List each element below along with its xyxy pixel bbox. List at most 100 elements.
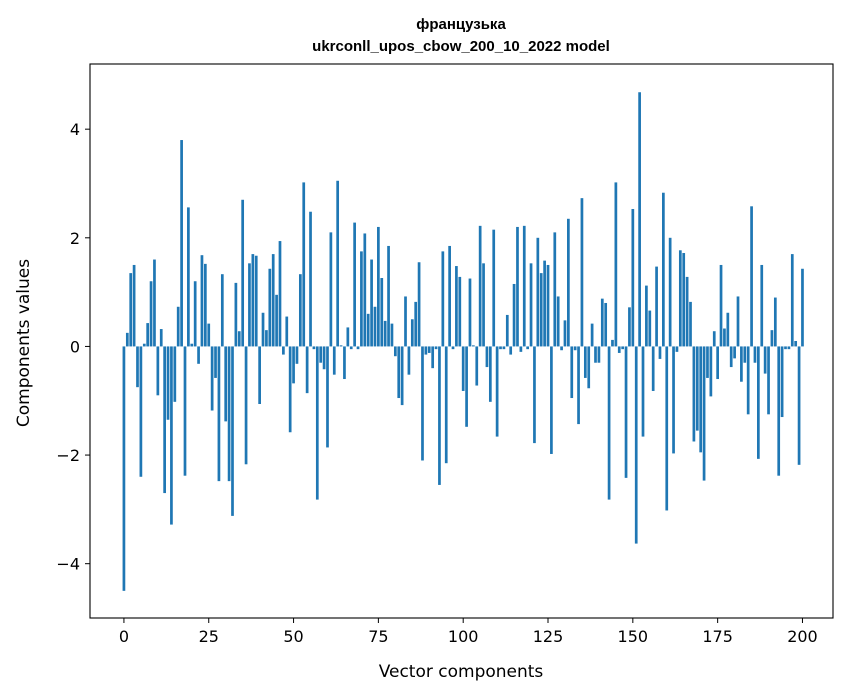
bar [414, 301, 418, 347]
bars-group [122, 92, 804, 591]
bar [485, 346, 489, 368]
bar [156, 346, 160, 396]
bar [153, 259, 156, 347]
bar [505, 314, 509, 347]
bar [363, 233, 367, 347]
bar [349, 346, 353, 350]
bar [248, 263, 251, 347]
bar [377, 226, 380, 347]
bar [750, 206, 753, 347]
bar [427, 346, 431, 353]
bar [665, 346, 669, 511]
bar [407, 346, 411, 375]
bar [624, 346, 628, 478]
bar [322, 346, 326, 370]
bar [767, 346, 770, 415]
bar [387, 245, 390, 347]
bar [726, 312, 730, 347]
bar [702, 346, 706, 481]
bar [305, 346, 309, 394]
bar [326, 346, 329, 448]
bar [567, 218, 570, 347]
bar [587, 346, 591, 389]
bar [448, 245, 451, 347]
bar [125, 332, 129, 347]
bar [736, 296, 740, 347]
bar [380, 278, 384, 347]
bar [695, 346, 699, 431]
bar [451, 346, 455, 350]
bar [404, 296, 407, 347]
bar [292, 346, 295, 384]
bar [760, 264, 764, 347]
bar [699, 346, 703, 453]
bar [553, 232, 557, 347]
bar [360, 251, 363, 347]
bar [417, 262, 421, 347]
bar [410, 319, 414, 347]
bar [441, 251, 445, 347]
x-tick-label: 25 [199, 627, 219, 646]
bar [675, 346, 679, 352]
bar [519, 346, 523, 352]
x-tick-label: 75 [368, 627, 388, 646]
bar [180, 140, 183, 347]
x-tick-label: 125 [533, 627, 564, 646]
bar [241, 199, 245, 347]
x-axis-label: Vector components [379, 662, 544, 682]
bar [733, 346, 736, 359]
bar [533, 346, 536, 444]
bar [224, 346, 228, 422]
bar [492, 229, 496, 347]
bar [200, 255, 204, 347]
bar [482, 263, 485, 347]
bar [556, 296, 560, 347]
bar [634, 346, 638, 544]
bar [729, 346, 733, 368]
bar [203, 263, 207, 347]
bar [583, 346, 587, 378]
bar [373, 306, 377, 347]
bar [251, 254, 255, 347]
bar [536, 237, 540, 347]
bar [227, 346, 231, 482]
bar [522, 225, 526, 347]
bar [397, 346, 401, 399]
bar [295, 346, 299, 364]
bar [770, 330, 774, 347]
bar [468, 278, 472, 347]
bar [383, 320, 387, 347]
bar [329, 232, 333, 347]
bar [455, 266, 458, 347]
bar [421, 346, 424, 461]
plot-frame [89, 63, 834, 619]
bar [197, 346, 200, 364]
bar [621, 346, 625, 350]
bar [163, 346, 166, 494]
bar [499, 346, 502, 350]
bar [784, 346, 787, 350]
y-tick-label: −4 [56, 555, 80, 574]
x-tick-label: 200 [787, 627, 818, 646]
x-tick-label: 100 [448, 627, 479, 646]
bar [740, 346, 743, 382]
bar [594, 346, 597, 363]
bar [282, 346, 285, 355]
bar [122, 346, 126, 591]
bar [672, 346, 675, 454]
bar [312, 346, 316, 350]
bar [539, 273, 543, 347]
bar [343, 346, 346, 380]
bar [187, 207, 190, 347]
bar [777, 346, 781, 476]
bar [716, 346, 719, 380]
bar [231, 346, 234, 516]
bar [129, 273, 133, 347]
bar [278, 241, 282, 347]
bar [173, 346, 177, 402]
bar [753, 346, 757, 363]
bar [234, 282, 238, 347]
bar [309, 211, 312, 347]
bar [275, 294, 278, 347]
bar [444, 346, 448, 464]
